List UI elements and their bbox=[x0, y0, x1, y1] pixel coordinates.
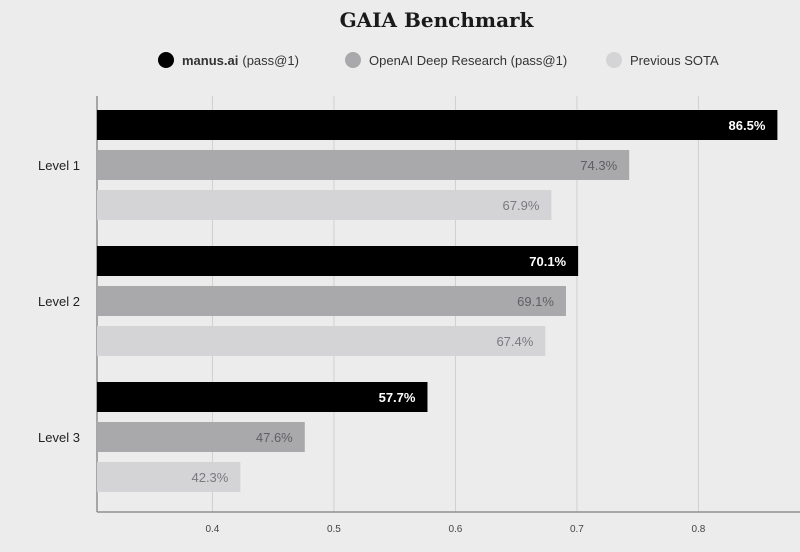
category-label: Level 1 bbox=[38, 158, 80, 173]
legend-item-previous-sota: Previous SOTA bbox=[606, 52, 719, 68]
legend: manus.ai (pass@1) OpenAI Deep Research (… bbox=[0, 52, 800, 72]
bar-value-label: 86.5% bbox=[729, 118, 766, 133]
x-tick-label: 0.7 bbox=[570, 524, 584, 535]
x-tick-label: 0.8 bbox=[691, 524, 705, 535]
bar-value-label: 47.6% bbox=[256, 430, 293, 445]
bar bbox=[97, 110, 778, 140]
category-label: Level 3 bbox=[38, 430, 80, 445]
legend-swatch-previous-sota bbox=[606, 52, 622, 68]
bar-value-label: 70.1% bbox=[529, 254, 566, 269]
legend-swatch-openai bbox=[345, 52, 361, 68]
bar bbox=[97, 462, 241, 492]
x-tick-label: 0.6 bbox=[448, 524, 462, 535]
x-tick-label: 0.5 bbox=[327, 524, 341, 535]
bar bbox=[97, 246, 579, 276]
category-label: Level 2 bbox=[38, 294, 80, 309]
legend-label-previous-sota: Previous SOTA bbox=[630, 52, 719, 68]
bar bbox=[97, 190, 552, 220]
bar bbox=[97, 422, 305, 452]
legend-swatch-manus bbox=[158, 52, 174, 68]
bar-value-label: 74.3% bbox=[580, 158, 617, 173]
bar bbox=[97, 150, 630, 180]
bar bbox=[97, 286, 566, 316]
bar-value-label: 67.4% bbox=[496, 334, 533, 349]
legend-label-manus-suffix: (pass@1) bbox=[242, 52, 299, 68]
bar bbox=[97, 326, 546, 356]
bar-value-label: 42.3% bbox=[191, 470, 228, 485]
x-tick-label: 0.4 bbox=[205, 524, 219, 535]
legend-item-manus: manus.ai (pass@1) bbox=[158, 52, 299, 68]
bar-value-label: 69.1% bbox=[517, 294, 554, 309]
bar bbox=[97, 382, 428, 412]
chart-title: GAIA Benchmark bbox=[339, 8, 534, 32]
legend-label-openai: OpenAI Deep Research (pass@1) bbox=[369, 52, 568, 68]
bar-value-label: 57.7% bbox=[379, 390, 416, 405]
bar-value-label: 67.9% bbox=[503, 198, 540, 213]
legend-item-openai: OpenAI Deep Research (pass@1) bbox=[345, 52, 567, 68]
legend-label-manus: manus.ai bbox=[182, 52, 239, 68]
